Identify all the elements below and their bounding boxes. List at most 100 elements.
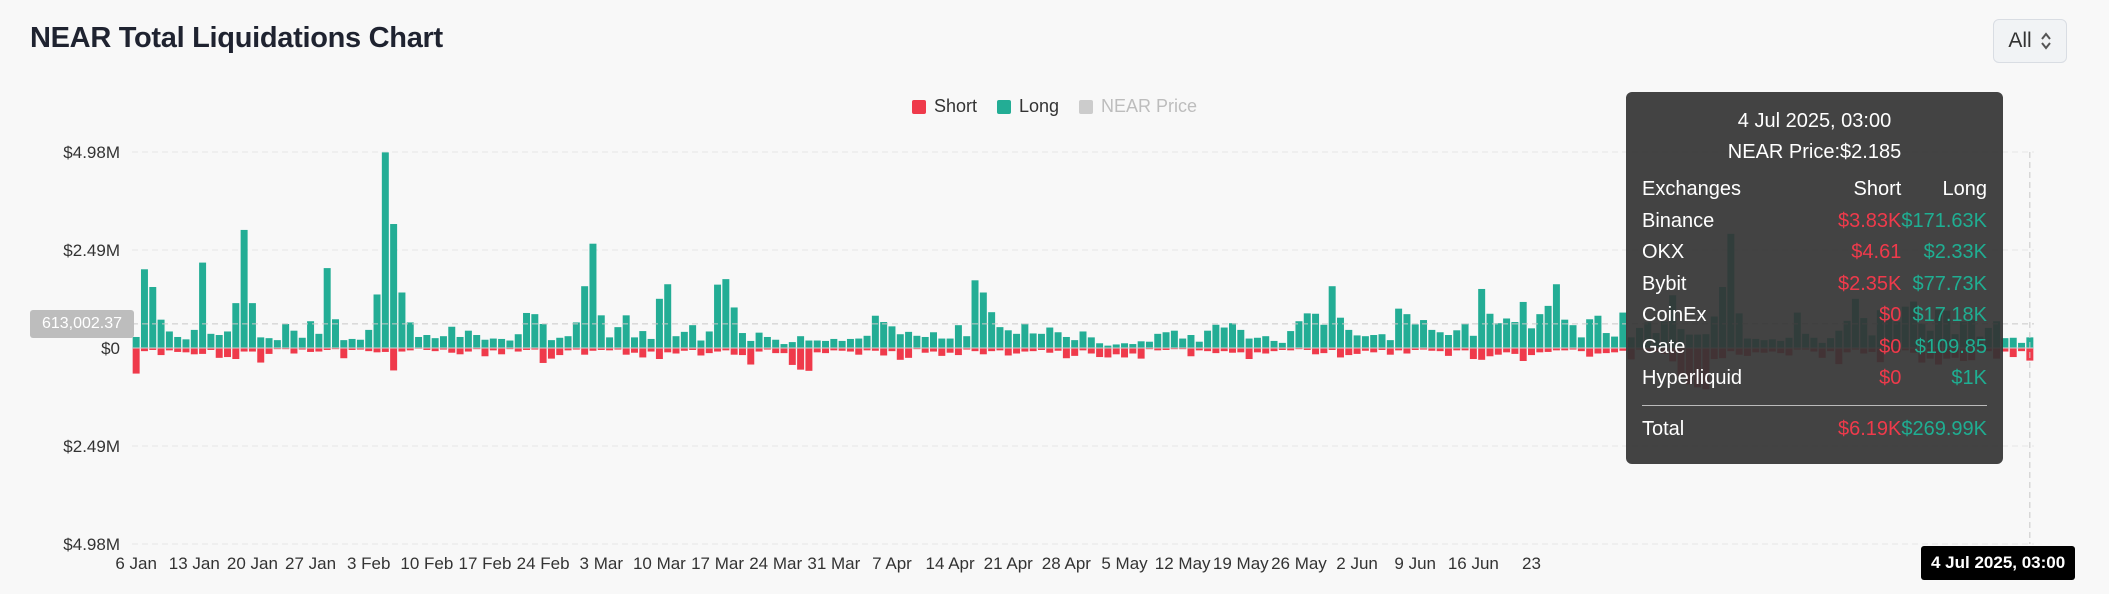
- long-bar: [1295, 321, 1303, 348]
- legend-label-near-price: NEAR Price: [1101, 96, 1198, 116]
- short-bar: [1121, 348, 1129, 358]
- short-bar: [896, 348, 904, 360]
- long-bar: [498, 338, 506, 348]
- short-bar: [930, 348, 937, 352]
- tooltip-total-row: Total $6.19K $269.99K: [1642, 414, 1987, 446]
- long-bar: [655, 298, 663, 348]
- short-bar: [365, 348, 373, 352]
- tooltip-short-value: $0: [1879, 367, 1902, 390]
- y-tick-label: $2.49M: [63, 437, 120, 456]
- short-bar: [149, 348, 157, 350]
- short-bar: [290, 348, 298, 354]
- long-bar: [954, 325, 962, 348]
- long-bar: [996, 327, 1004, 348]
- x-tick-label: 17 Feb: [459, 554, 512, 573]
- short-bar: [1320, 348, 1328, 354]
- long-bar: [988, 312, 996, 348]
- long-bar: [1253, 337, 1261, 348]
- tooltip-header-short: Short: [1853, 178, 1902, 201]
- range-select[interactable]: All: [1993, 19, 2067, 63]
- short-bar: [2018, 348, 2026, 352]
- long-bar: [1046, 327, 1054, 348]
- short-bar: [805, 348, 813, 371]
- short-bar: [1494, 348, 1502, 355]
- long-bar: [556, 337, 564, 348]
- long-bar: [1378, 334, 1386, 348]
- chevron-up-down-icon: [2040, 31, 2052, 51]
- short-bar: [1395, 348, 1403, 351]
- x-tick-label: 31 Mar: [807, 554, 860, 573]
- long-bar: [406, 322, 414, 348]
- long-bar: [1187, 335, 1195, 348]
- short-bar: [531, 348, 539, 350]
- short-bar: [846, 348, 854, 352]
- long-bar: [1054, 332, 1062, 348]
- legend-item-short[interactable]: Short: [911, 96, 977, 117]
- long-bar: [1179, 338, 1187, 348]
- short-bar: [190, 348, 198, 355]
- short-bar: [547, 348, 555, 359]
- x-tick-label: 7 Apr: [872, 554, 912, 573]
- short-bar: [423, 348, 431, 350]
- x-tick-label: 3 Feb: [347, 554, 390, 573]
- short-bar: [373, 348, 381, 353]
- long-bar: [1602, 333, 1610, 348]
- short-bar: [921, 348, 929, 353]
- long-bar: [1461, 323, 1469, 348]
- y-tick-label: $4.98M: [63, 535, 120, 554]
- long-bar: [564, 336, 572, 348]
- short-bar: [1079, 348, 1087, 351]
- long-bar: [506, 340, 514, 348]
- long-bar: [581, 286, 589, 348]
- short-bar: [647, 348, 655, 352]
- short-bar: [888, 348, 896, 352]
- legend-item-near-price[interactable]: NEAR Price: [1079, 96, 1197, 117]
- short-bar: [639, 348, 647, 358]
- short-bar: [1503, 348, 1511, 353]
- tooltip-exchange: Bybit: [1642, 272, 1687, 295]
- long-bar: [1071, 340, 1079, 348]
- short-bar: [1619, 348, 1627, 351]
- long-bar: [1170, 330, 1178, 348]
- long-bar: [1544, 305, 1552, 348]
- long-bar: [589, 243, 597, 348]
- tooltip-total-label: Total: [1642, 417, 1685, 440]
- x-tick-label: 10 Feb: [400, 554, 453, 573]
- short-bar: [680, 348, 688, 351]
- long-bar: [622, 315, 630, 348]
- long-bar: [1386, 340, 1394, 348]
- long-bar: [1528, 328, 1535, 348]
- long-bar: [1229, 323, 1236, 348]
- short-bar: [1361, 348, 1369, 351]
- long-bar: [1137, 341, 1145, 348]
- short-bar: [672, 348, 680, 354]
- long-bar: [1312, 313, 1320, 348]
- short-bar: [1511, 348, 1519, 354]
- long-bar: [979, 292, 987, 348]
- long-bar: [165, 331, 173, 348]
- tooltip-exchange: CoinEx: [1642, 304, 1707, 327]
- short-bar: [348, 348, 356, 350]
- short-bar: [1154, 348, 1162, 351]
- long-bar: [1395, 308, 1403, 348]
- long-bar: [248, 303, 256, 348]
- long-bar: [1420, 320, 1428, 348]
- short-bar: [1486, 348, 1494, 357]
- tooltip-row: Gate $0 $109.85: [1642, 332, 1987, 364]
- legend-item-long[interactable]: Long: [996, 96, 1059, 117]
- long-bar: [240, 229, 248, 348]
- long-bar: [863, 335, 871, 348]
- short-bar: [581, 348, 589, 355]
- short-bar: [1096, 348, 1104, 358]
- long-bar: [1021, 323, 1029, 348]
- long-bar: [597, 315, 605, 348]
- chart-title: NEAR Total Liquidations Chart: [30, 22, 443, 54]
- long-bar: [332, 319, 339, 348]
- long-bar: [813, 340, 821, 348]
- long-bar: [680, 331, 688, 348]
- long-bar: [788, 342, 796, 348]
- short-bar: [1411, 348, 1419, 350]
- tooltip-header-row: Exchanges Short Long: [1642, 174, 1987, 206]
- long-bar: [423, 335, 431, 348]
- long-bar: [1154, 333, 1162, 348]
